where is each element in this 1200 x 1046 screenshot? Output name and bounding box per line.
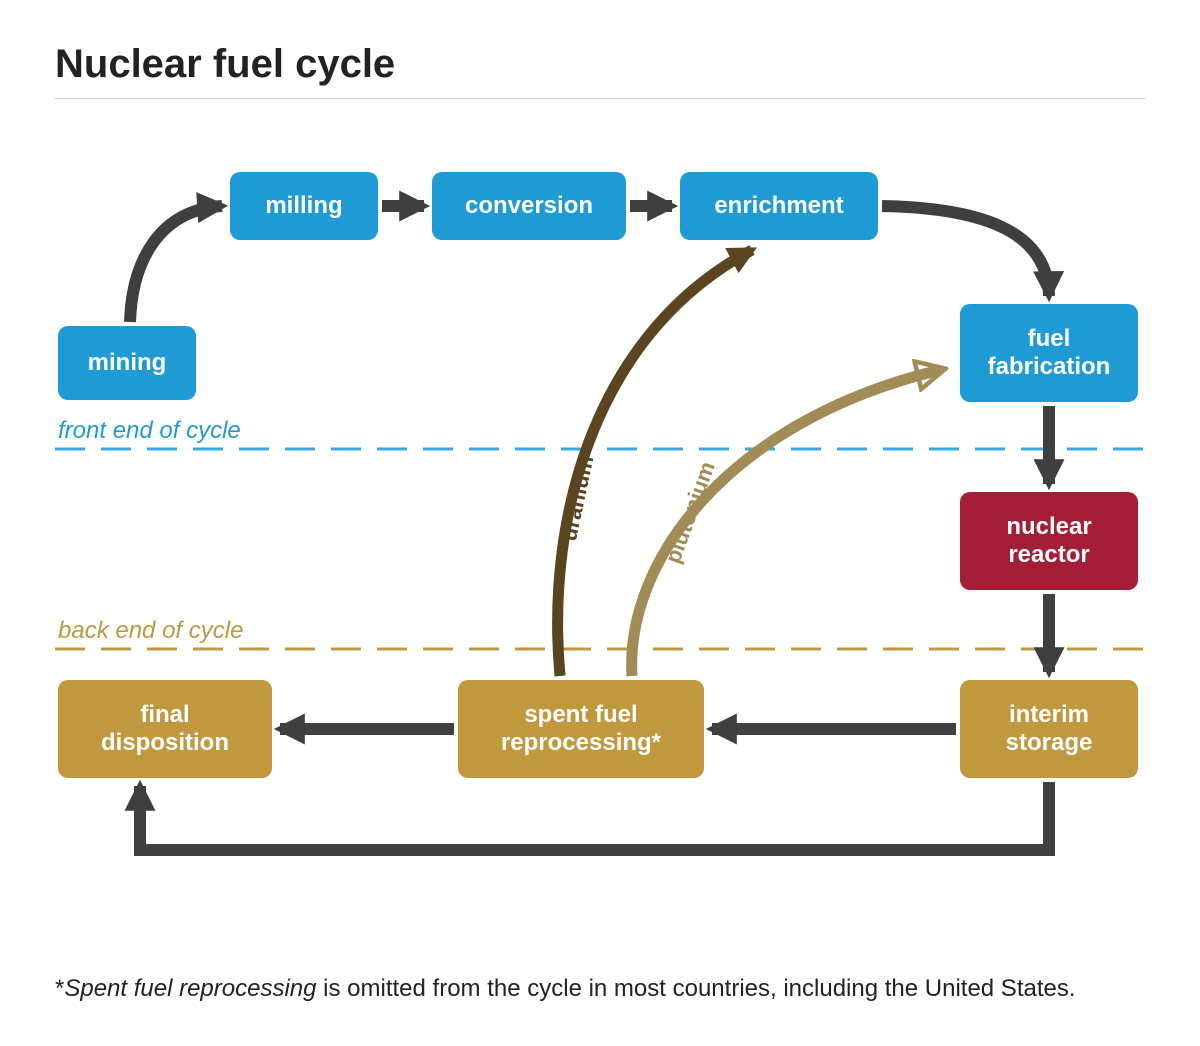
node-mining: mining	[58, 326, 196, 400]
footnote-rest: is omitted from the cycle in most countr…	[317, 975, 1076, 1002]
label-front-end: front end of cycle	[58, 417, 241, 445]
diagram-canvas: Nuclear fuel cycle mining milling conver…	[0, 0, 1200, 1046]
footnote-star: *	[55, 975, 64, 1002]
node-milling: milling	[230, 172, 378, 240]
node-spent-fuel-reprocessing: spent fuelreprocessing*	[458, 680, 704, 778]
edge-interim-final	[140, 782, 1049, 850]
node-fuel-fabrication: fuelfabrication	[960, 304, 1138, 402]
edge-mining-milling	[130, 206, 222, 322]
node-interim-storage: interimstorage	[960, 680, 1138, 778]
node-final-disposition: finaldisposition	[58, 680, 272, 778]
node-enrichment: enrichment	[680, 172, 878, 240]
label-back-end: back end of cycle	[58, 617, 243, 645]
footnote-emph: Spent fuel reprocessing	[64, 975, 316, 1002]
node-nuclear-reactor: nuclearreactor	[960, 492, 1138, 590]
node-conversion: conversion	[432, 172, 626, 240]
edge-enrich-fuelfab	[882, 206, 1049, 296]
footnote: *Spent fuel reprocessing is omitted from…	[55, 974, 1145, 1004]
